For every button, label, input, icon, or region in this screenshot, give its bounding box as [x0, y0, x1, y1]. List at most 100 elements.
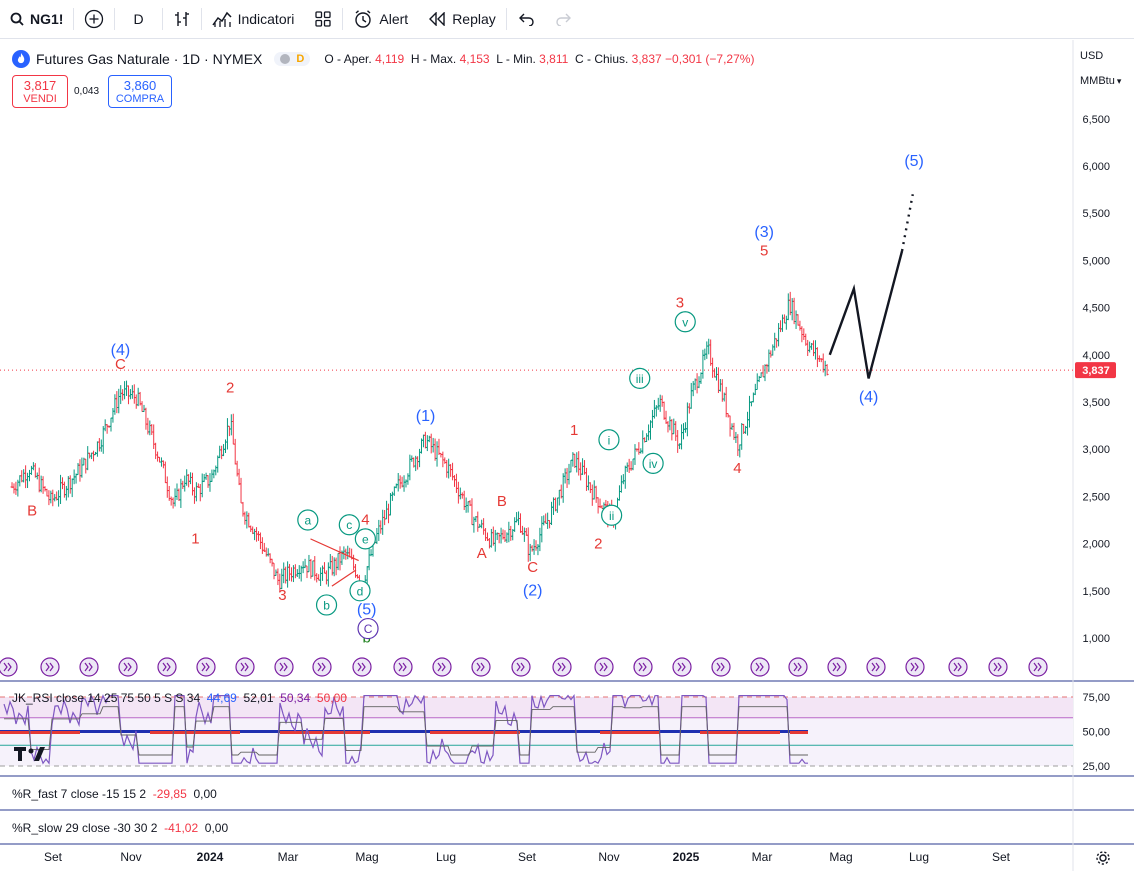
indicators-icon	[211, 11, 232, 27]
buy-price: 3,860	[123, 78, 157, 93]
time-axis-label: Set	[518, 850, 537, 864]
unit-selector[interactable]: MMBtu ▾	[1080, 75, 1121, 87]
price-axis-ticks: 6,500 6,000 5,500 5,000 4,500 4,000 3,500 3,000…	[0, 114, 1116, 645]
double-chevron-icon	[557, 662, 566, 672]
double-chevron-icon	[437, 662, 446, 672]
open-label: O - Aper.	[324, 52, 372, 66]
close-value: 3,837	[631, 52, 662, 66]
compare-button[interactable]	[74, 0, 114, 38]
toolbar-divider	[114, 8, 116, 30]
double-chevron-icon	[279, 662, 288, 672]
triangle-pattern	[310, 538, 359, 587]
wave-circle-label: ii	[609, 509, 614, 523]
price-tick-label: 1,500	[1082, 586, 1110, 598]
chart-type-button[interactable]	[163, 0, 201, 38]
currency-selector[interactable]: USD	[1080, 50, 1104, 62]
double-chevron-icon	[357, 662, 366, 672]
wave-circle	[349, 580, 371, 602]
event-marker	[157, 657, 177, 677]
wave-circle-label: iv	[649, 457, 658, 471]
r-fast-legend[interactable]: %R_fast 7 close -15 15 2 -29,85 0,00	[12, 787, 217, 801]
price-bars	[10, 291, 829, 593]
alert-label: Alert	[379, 11, 409, 27]
event-marker	[118, 657, 138, 677]
undo-button[interactable]	[507, 0, 545, 38]
triangle-upper-line	[310, 538, 359, 562]
rsi-tick-label: 50,00	[1082, 727, 1110, 739]
time-axis-label: Set	[992, 850, 1011, 864]
replay-label: Replay	[452, 11, 496, 27]
projection-path	[828, 194, 914, 379]
layouts-button[interactable]	[304, 0, 342, 38]
interval-button[interactable]: D	[115, 0, 161, 38]
wave-circle-label: iii	[636, 372, 644, 386]
time-axis-label: Set	[44, 850, 63, 864]
gear-icon[interactable]	[1095, 850, 1111, 866]
double-chevron-icon	[45, 662, 54, 672]
r-slow-legend[interactable]: %R_slow 29 close -30 30 2 -41,02 0,00	[12, 821, 228, 835]
grid-lines	[0, 40, 1134, 871]
price-tick-label: 5,000	[1082, 255, 1110, 267]
replay-button[interactable]: Replay	[418, 0, 506, 38]
wave-circle-label: v	[682, 315, 688, 329]
rsi-legend[interactable]: JK_RSI close 14 25 75 50 5 S S 34 44,69 …	[12, 691, 347, 705]
price-tick-label: 3,500	[1082, 397, 1110, 409]
r-fast-value-2: 0,00	[193, 787, 217, 801]
double-chevron-icon	[638, 662, 647, 672]
double-chevron-icon	[162, 662, 171, 672]
double-chevron-icon	[516, 662, 525, 672]
wave-circle	[642, 452, 664, 474]
wave-label: (5)	[904, 153, 924, 170]
double-chevron-icon	[84, 662, 93, 672]
wave-circle-label: a	[304, 514, 311, 528]
event-marker	[948, 657, 968, 677]
grid-icon	[315, 11, 332, 27]
event-marker	[1028, 657, 1048, 677]
event-marker	[40, 657, 60, 677]
top-toolbar: NG1! D Indicatori Alert Replay	[0, 0, 1134, 39]
undo-icon	[518, 13, 534, 26]
event-marker	[0, 657, 18, 677]
buy-button[interactable]: 3,860 COMPRA	[108, 75, 172, 108]
alert-button[interactable]: Alert	[343, 0, 418, 38]
wave-circle	[598, 429, 620, 451]
wave-circle	[357, 617, 379, 640]
time-axis-label: 2024	[197, 850, 224, 864]
time-axis-label: Mar	[752, 850, 773, 864]
wave-circle	[354, 528, 376, 550]
double-chevron-icon	[3, 662, 12, 672]
wave-label: 1	[191, 531, 199, 548]
wave-circle-label: b	[323, 598, 330, 612]
event-marker	[827, 657, 847, 677]
status-pill[interactable]: D	[274, 52, 311, 66]
sell-button[interactable]: 3,817 VENDI	[12, 75, 68, 108]
wave-circle-label: d	[357, 584, 364, 598]
rsi-band	[0, 717, 1073, 766]
search-icon	[10, 12, 24, 26]
double-chevron-icon	[871, 662, 880, 672]
rsi-value-1: 44,69	[206, 691, 237, 705]
wave-label: B	[497, 493, 507, 510]
open-value: 4,119	[375, 52, 405, 66]
wave-circle-label: C	[364, 622, 373, 636]
redo-button[interactable]	[545, 0, 583, 38]
wave-circle-label: e	[362, 532, 369, 546]
toolbar-divider	[73, 8, 75, 30]
chart-legend: Futures Gas Naturale · 1D · NYMEX D O - …	[12, 50, 754, 68]
wave-label: 4	[733, 460, 741, 477]
symbol-search-button[interactable]: NG1!	[0, 0, 73, 38]
wave-label: B	[27, 502, 37, 519]
redo-icon	[556, 13, 571, 26]
wave-label: 5	[760, 243, 768, 260]
wave-label: C	[115, 356, 126, 373]
event-marker	[312, 657, 332, 677]
indicators-button[interactable]: Indicatori	[202, 0, 305, 38]
wave-circle	[629, 367, 651, 389]
toolbar-divider	[161, 8, 163, 30]
rsi-tick-label: 25,00	[1082, 761, 1110, 773]
double-chevron-icon	[398, 662, 407, 672]
r-slow-value-2: 0,00	[204, 821, 229, 835]
wave-circle	[315, 594, 338, 616]
ohlc-values: O - Aper. 4,119 H - Max. 4,153 L - Min. …	[324, 52, 754, 66]
